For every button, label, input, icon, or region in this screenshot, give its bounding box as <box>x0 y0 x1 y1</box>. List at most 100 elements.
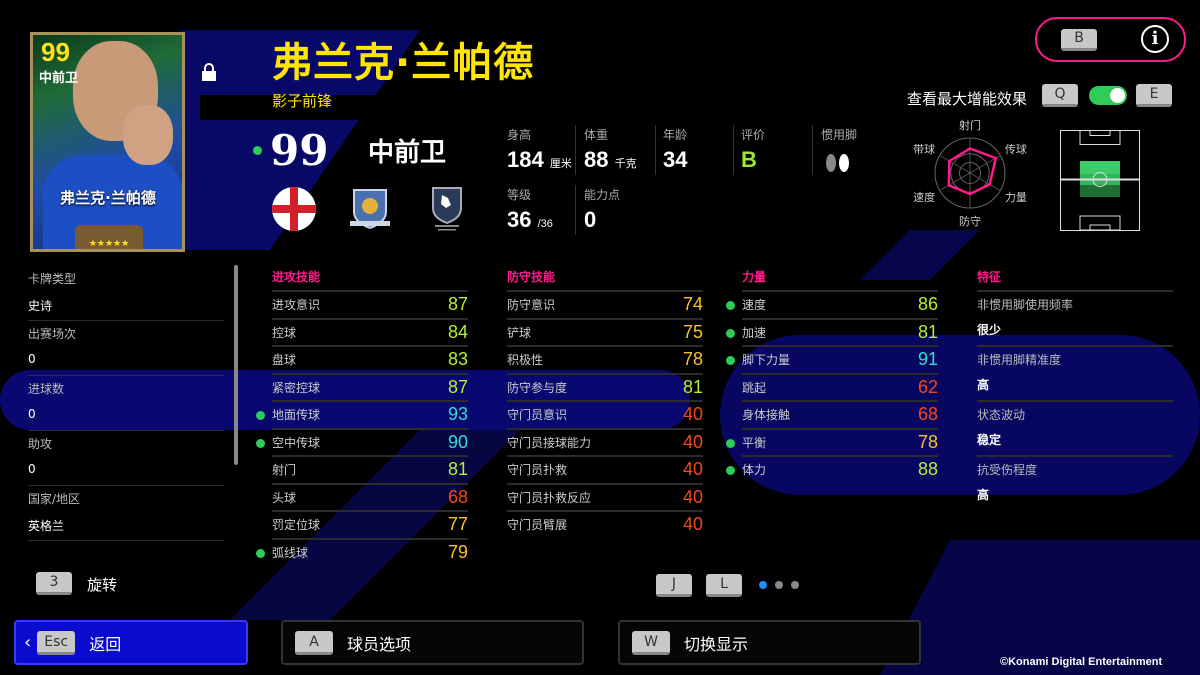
weight-value: 88 <box>584 147 609 172</box>
stat-row: 守门员臂展 40 <box>507 510 703 538</box>
stat-value: 79 <box>447 541 468 562</box>
stat-value: 84 <box>447 321 468 342</box>
points-label: 能力点 <box>584 188 621 202</box>
switch-display-button[interactable]: W 切换显示 <box>618 620 921 665</box>
stat-value: 93 <box>447 404 468 425</box>
stat-value: 40 <box>682 431 703 452</box>
boost-dot-icon <box>256 548 265 558</box>
max-boost-toggle[interactable] <box>1089 86 1127 105</box>
level-max: /36 <box>537 218 553 230</box>
stat-row: 射门 81 <box>272 455 468 483</box>
stat-row: 速度 86 <box>726 290 938 318</box>
stat-row: 铲球 75 <box>507 317 703 346</box>
stat-row: 守门员扑救 40 <box>507 455 703 483</box>
stat-row: 弧线球 79 <box>256 537 468 566</box>
info-value: 英格兰 <box>28 519 65 533</box>
trait-label: 抗受伤程度 <box>977 463 1038 477</box>
player-card[interactable]: 99 中前卫 弗兰克·兰帕德 ★★★★★ <box>30 32 185 252</box>
stat-value: 83 <box>447 349 468 370</box>
l-key-button[interactable]: L <box>706 574 742 597</box>
info-item: 出赛场次 0 <box>28 321 224 376</box>
stat-section-title: 力量 <box>742 270 767 284</box>
stat-label: 防守意识 <box>507 298 556 313</box>
age-stat: 年龄 34 <box>663 126 687 173</box>
foot-stat: 惯用脚 <box>821 126 857 179</box>
esc-key: Esc <box>37 630 76 655</box>
stat-label: 射门 <box>272 463 297 478</box>
trait-value: 高 <box>977 378 990 392</box>
stat-label: 平衡 <box>742 435 767 450</box>
stat-row: 地面传球 93 <box>256 400 468 428</box>
lock-icon[interactable] <box>201 62 217 86</box>
stat-row: 控球 84 <box>272 317 468 346</box>
stat-row: 盘球 83 <box>272 345 468 373</box>
left-panel-scrollbar[interactable] <box>234 265 238 465</box>
player-info-panel: 卡牌类型 史诗 出赛场次 0 进球数 0 助攻 0 国家/地区 英格兰 <box>28 266 224 541</box>
q-key-button[interactable]: Q <box>1042 84 1078 107</box>
info-item: 卡牌类型 史诗 <box>28 266 224 321</box>
rating-value: B <box>741 147 757 172</box>
e-key-button[interactable]: E <box>1136 84 1172 107</box>
back-button[interactable]: ‹ Esc 返回 <box>14 620 248 665</box>
stat-row: 防守参与度 81 <box>507 372 703 401</box>
info-value: 0 <box>28 462 36 476</box>
stat-value: 90 <box>447 431 468 452</box>
boost-dot-icon <box>726 301 735 310</box>
stat-value: 81 <box>682 376 703 397</box>
b-key-button[interactable]: B <box>1061 29 1097 51</box>
stat-row: 身体接触 68 <box>742 400 938 428</box>
stat-row: 防守意识 74 <box>507 290 703 318</box>
trait-label: 状态波动 <box>977 408 1026 422</box>
info-item: 进球数 0 <box>28 376 224 431</box>
stat-label: 守门员接球能力 <box>507 435 592 450</box>
radar-label: 传球 <box>1005 142 1027 156</box>
info-value: 0 <box>28 407 36 421</box>
stat-label: 罚定位球 <box>272 518 321 533</box>
page-dot[interactable] <box>791 581 799 589</box>
stat-value: 86 <box>917 294 938 315</box>
info-value: 史诗 <box>28 299 53 313</box>
info-item: 国家/地区 英格兰 <box>28 486 224 541</box>
points-value: 0 <box>584 207 597 232</box>
info-label: 进球数 <box>28 382 65 396</box>
stat-label: 守门员扑救反应 <box>507 490 592 505</box>
radar-label: 力量 <box>1005 191 1027 204</box>
top-right-controls: B i <box>1035 17 1186 62</box>
stat-row: 守门员扑救反应 40 <box>507 482 703 511</box>
boost-dot-icon <box>726 356 735 365</box>
info-icon[interactable]: i <box>1141 25 1169 53</box>
stat-label: 跳起 <box>742 380 767 395</box>
toggle-knob <box>1110 88 1125 103</box>
stat-section-title: 防守技能 <box>507 270 556 284</box>
stat-label: 积极性 <box>507 353 544 368</box>
feet-icon <box>826 154 849 172</box>
height-stat: 身高 184 厘米 <box>507 126 572 173</box>
player-portrait-small <box>123 105 173 165</box>
stat-value: 74 <box>682 294 703 315</box>
stat-label: 加速 <box>742 325 767 340</box>
stat-value: 40 <box>682 514 703 535</box>
foot-label: 惯用脚 <box>821 128 858 142</box>
trait-item: 抗受伤程度高 <box>977 455 1173 510</box>
english-league-icon <box>432 187 462 231</box>
divider <box>812 125 813 175</box>
stat-label: 盘球 <box>272 353 297 368</box>
trait-item: 非惯用脚精准度高 <box>977 345 1173 400</box>
rotate-key-button[interactable]: 3 <box>36 572 72 595</box>
trait-value: 高 <box>977 488 990 502</box>
page-indicator <box>759 581 799 589</box>
stat-label: 守门员臂展 <box>507 518 568 533</box>
page-dot[interactable] <box>759 581 767 589</box>
stat-row: 积极性 78 <box>507 345 703 373</box>
player-options-button[interactable]: A 球员选项 <box>281 620 584 665</box>
weight-stat: 体重 88 千克 <box>584 126 637 173</box>
j-key-button[interactable]: J <box>656 574 692 597</box>
stat-row: 空中传球 90 <box>256 427 468 456</box>
stat-row: 体力 88 <box>726 455 938 483</box>
page-dot[interactable] <box>775 581 783 589</box>
pitch-zone-primary <box>1080 161 1120 174</box>
boost-dot-icon <box>726 438 735 448</box>
height-unit: 厘米 <box>549 158 572 170</box>
switch-display-label: 切换显示 <box>684 634 749 654</box>
